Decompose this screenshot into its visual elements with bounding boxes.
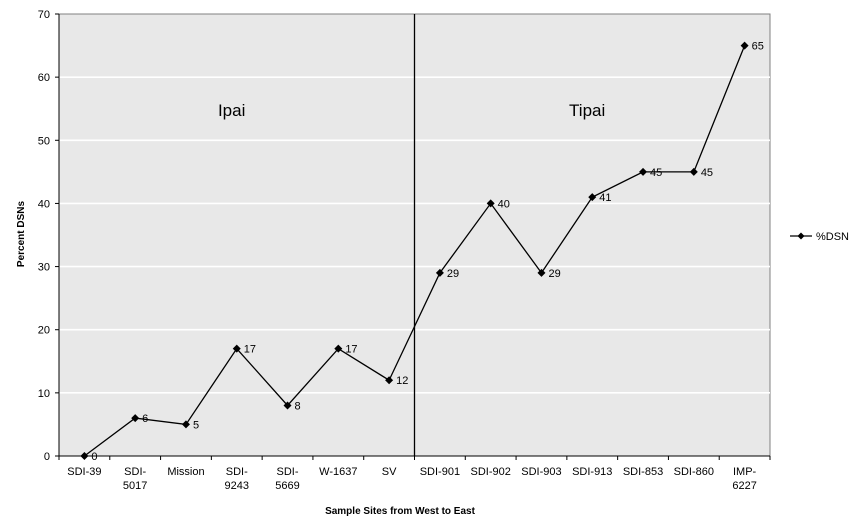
region-label: Ipai	[218, 101, 245, 120]
y-tick-label: 0	[44, 451, 50, 463]
region-label: Tipai	[569, 101, 605, 120]
y-axis-title: Percent DSNs	[16, 200, 27, 267]
x-tick-label: SDI-901	[420, 466, 460, 478]
data-label: 45	[650, 167, 662, 179]
y-tick-label: 60	[38, 72, 50, 84]
data-point	[689, 167, 698, 176]
y-tick-label: 10	[38, 388, 50, 400]
x-tick-label: SDI-853	[623, 466, 663, 478]
data-point	[588, 193, 597, 202]
data-label: 17	[244, 344, 256, 356]
legend: %DSN	[790, 231, 849, 243]
data-label: 29	[447, 268, 459, 280]
data-label: 0	[91, 451, 97, 463]
data-label: 45	[701, 167, 713, 179]
data-label: 65	[752, 41, 764, 53]
x-axis-ticks: SDI-39 SDI-5017 Mission SDI-9243 SDI-5669 W-1…	[58, 456, 771, 492]
data-point	[435, 268, 444, 277]
data-label: 5	[193, 419, 199, 431]
y-tick-label: 70	[38, 9, 50, 21]
y-tick-label: 50	[38, 135, 50, 147]
x-tick-label: SDI-5017	[123, 466, 147, 492]
data-label: 41	[599, 192, 611, 204]
data-point	[385, 376, 394, 385]
data-point	[334, 344, 343, 353]
x-tick-label: W-1637	[319, 466, 357, 478]
data-label: 29	[548, 268, 560, 280]
data-point	[283, 401, 292, 410]
x-tick-label: SDI-9243	[225, 466, 249, 492]
x-tick-label: SDI-39	[67, 466, 101, 478]
region-labels: Ipai Tipai	[218, 101, 605, 120]
x-tick-label: SDI-860	[674, 466, 714, 478]
data-point	[639, 167, 648, 176]
data-point	[537, 268, 546, 277]
data-point	[486, 199, 495, 208]
data-point	[232, 344, 241, 353]
data-label: 6	[142, 413, 148, 425]
data-label: 8	[295, 400, 301, 412]
data-point	[131, 414, 140, 423]
x-tick-label: IMP-6227	[732, 466, 756, 492]
x-tick-label: SDI-903	[521, 466, 561, 478]
x-axis-title: Sample Sites from West to East	[325, 506, 476, 517]
data-label: 17	[345, 344, 357, 356]
y-tick-label: 20	[38, 325, 50, 337]
x-tick-label: Mission	[167, 466, 204, 478]
series-line	[84, 45, 746, 457]
data-label: 40	[498, 198, 510, 210]
x-tick-label: SDI-913	[572, 466, 612, 478]
x-tick-label: SV	[382, 466, 397, 478]
data-point	[80, 452, 89, 460]
y-tick-label: 40	[38, 198, 50, 210]
legend-label: %DSN	[816, 231, 849, 243]
data-point	[740, 41, 749, 50]
legend-marker	[797, 232, 805, 240]
data-point	[181, 420, 190, 429]
data-label: 12	[396, 375, 408, 387]
x-tick-label: SDI-5669	[275, 466, 299, 492]
x-tick-label: SDI-902	[470, 466, 510, 478]
y-tick-label: 30	[38, 262, 50, 274]
